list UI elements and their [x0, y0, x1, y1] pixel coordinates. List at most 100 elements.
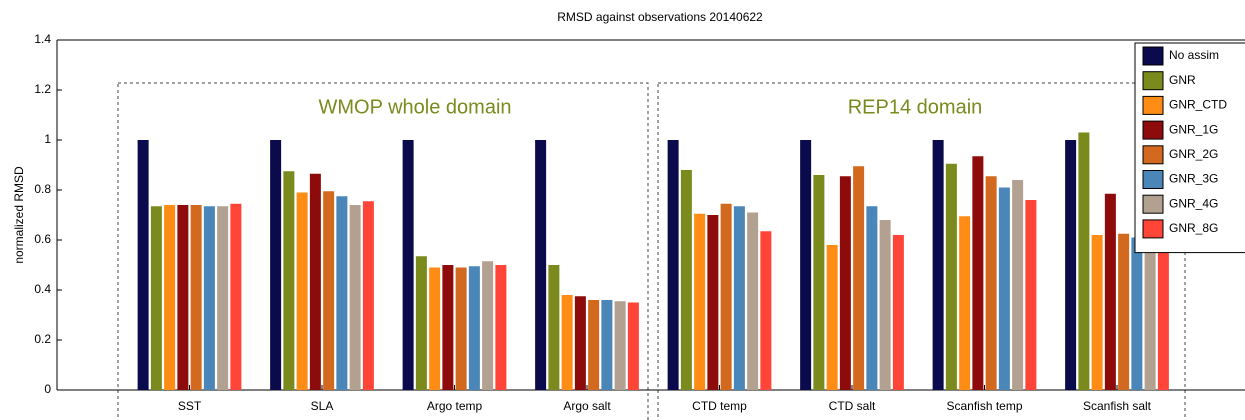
bar	[1078, 132, 1090, 390]
bar	[1157, 248, 1169, 390]
bar	[945, 163, 957, 390]
bar	[548, 265, 560, 390]
bar	[415, 256, 427, 390]
bar	[455, 267, 467, 390]
bar	[694, 213, 706, 390]
x-tick-label: Argo temp	[427, 399, 483, 413]
legend-label: GNR_2G	[1169, 147, 1218, 161]
bar	[588, 300, 600, 390]
bar	[349, 205, 361, 390]
bar	[972, 156, 984, 390]
x-tick-label: Scanfish temp	[946, 399, 1022, 413]
bar	[998, 187, 1010, 390]
bar	[932, 140, 944, 390]
bar	[866, 206, 878, 390]
bar	[230, 203, 242, 390]
y-tick-label: 1	[44, 132, 51, 146]
bar	[137, 140, 149, 390]
legend-label: No assim	[1169, 48, 1219, 62]
bar	[813, 175, 825, 390]
bar	[468, 266, 480, 390]
bar	[627, 302, 639, 390]
y-tick-label: 1.4	[34, 32, 51, 46]
bar	[323, 191, 335, 390]
bar	[402, 140, 414, 390]
legend-swatch	[1142, 219, 1164, 239]
bar	[892, 235, 904, 390]
bar	[561, 295, 573, 390]
bar	[1118, 233, 1130, 390]
bar	[177, 205, 189, 390]
x-tick-label: CTD temp	[692, 399, 747, 413]
bar	[429, 267, 441, 390]
legend-swatch	[1142, 145, 1164, 165]
bar	[667, 140, 679, 390]
legend-label: GNR_CTD	[1169, 98, 1227, 112]
bar	[1131, 237, 1143, 390]
y-axis-label: normalized RMSD	[12, 166, 26, 264]
bar	[680, 170, 692, 390]
y-tick-label: 0.2	[34, 332, 51, 346]
x-tick-label: SST	[178, 399, 202, 413]
y-tick-label: 0.6	[34, 232, 51, 246]
y-tick-label: 0	[44, 382, 51, 396]
legend-label: GNR_3G	[1169, 172, 1218, 186]
bar	[150, 206, 162, 390]
bar	[879, 220, 891, 390]
bar	[217, 206, 229, 390]
bar	[747, 212, 759, 390]
legend-swatch	[1142, 71, 1164, 91]
bar	[985, 176, 997, 390]
bar	[203, 206, 215, 390]
bar	[601, 300, 613, 390]
bar	[733, 206, 745, 390]
bar	[535, 140, 547, 390]
bar	[362, 201, 374, 390]
y-tick-label: 0.4	[34, 282, 51, 296]
chart-title: RMSD against observations 20140622	[557, 10, 763, 24]
bar	[495, 265, 507, 390]
bar	[1012, 180, 1024, 390]
bar	[1091, 235, 1103, 390]
bar	[839, 176, 851, 390]
bar	[760, 231, 772, 390]
bar	[1065, 140, 1077, 390]
legend-label: GNR_4G	[1169, 196, 1218, 210]
y-tick-label: 1.2	[34, 82, 51, 96]
legend-label: GNR_1G	[1169, 122, 1218, 136]
bar	[309, 173, 321, 390]
bar	[336, 196, 348, 390]
bar	[826, 245, 838, 390]
bar	[283, 171, 295, 390]
x-tick-label: Scanfish salt	[1083, 399, 1152, 413]
bar	[164, 205, 176, 390]
bar	[574, 296, 586, 390]
annotation: REP14 domain	[848, 96, 983, 118]
bar	[720, 203, 732, 390]
bar	[296, 192, 308, 390]
bar	[270, 140, 282, 390]
bar	[800, 140, 812, 390]
x-tick-label: Argo salt	[563, 399, 611, 413]
legend-swatch	[1142, 170, 1164, 189]
x-tick-label: CTD salt	[829, 399, 876, 413]
x-tick-label: SLA	[311, 399, 334, 413]
bar	[1104, 193, 1116, 390]
annotation: WMOP whole domain	[318, 96, 511, 118]
bar	[959, 216, 971, 390]
bar	[1144, 247, 1156, 390]
legend-label: GNR_8G	[1169, 221, 1218, 235]
bar	[853, 166, 865, 390]
domain-box	[117, 82, 649, 420]
bar	[614, 301, 626, 390]
bar	[1025, 200, 1037, 390]
legend-swatch	[1142, 120, 1164, 140]
bar	[482, 261, 494, 390]
bar	[707, 215, 719, 390]
bar	[442, 265, 454, 390]
y-tick-label: 0.8	[34, 182, 51, 196]
legend-swatch	[1142, 95, 1164, 115]
legend-swatch	[1142, 46, 1164, 66]
legend-swatch	[1142, 194, 1164, 214]
